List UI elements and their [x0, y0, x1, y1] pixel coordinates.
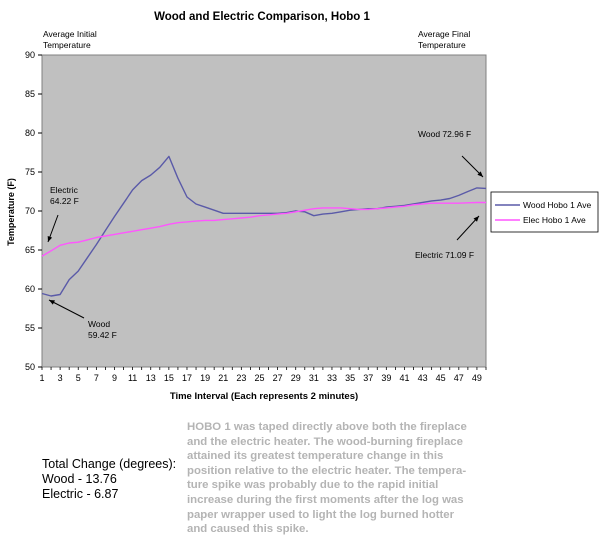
x-tick-label: 17: [182, 373, 192, 383]
x-axis: 1 3 5 7 9 11 13 15 17 19 21 23 25 27 29 31 33 35 37 39 41 43 4…: [39, 367, 487, 383]
annotation-electric-initial: Electric 64.22 F: [50, 185, 79, 206]
x-tick-label: 27: [273, 373, 283, 383]
x-tick-label: 13: [146, 373, 156, 383]
annotation-average-initial: Average Initial Temperature: [43, 29, 97, 50]
y-axis: 50 55 60 65 70 75 80 85 90: [25, 50, 42, 372]
annotation-electric-final: Electric 71.09 F: [415, 250, 474, 260]
x-axis-label: Time Interval (Each represents 2 minutes…: [170, 391, 358, 402]
note-line: ture spike was probably due to the rapid…: [187, 479, 439, 492]
series-line-wood: [41, 155, 487, 297]
x-tick-label: 11: [128, 373, 137, 383]
x-tick-label: 29: [291, 373, 301, 383]
x-tick-label: 23: [236, 373, 246, 383]
x-tick-label: 21: [218, 373, 228, 383]
series-line-electric: [41, 201, 486, 257]
series-layer: [41, 155, 487, 297]
note-line: increase during the first moments after …: [187, 493, 464, 506]
x-tick-label: 9: [112, 373, 117, 383]
note-line: position relative to the electric heater…: [187, 464, 467, 477]
total-change-title: Total Change (degrees):: [42, 457, 177, 471]
x-tick-label: 31: [309, 373, 319, 383]
x-tick-label: 25: [254, 373, 264, 383]
arrow-wood-final-head: [477, 171, 483, 177]
arrow-electric-final-head: [473, 216, 479, 222]
x-tick-label: 43: [418, 373, 428, 383]
y-tick-label: 70: [25, 206, 35, 216]
y-tick-label: 60: [25, 284, 35, 294]
annotation-average-final: Average Final Temperature: [418, 29, 470, 50]
legend-box: [490, 191, 599, 233]
note-line: paper wrapper used to light the log burn…: [187, 508, 455, 521]
x-tick-label: 33: [327, 373, 337, 383]
legend: Wood Hobo 1 Ave Elec Hobo 1 Ave: [490, 191, 599, 233]
x-tick-label: 7: [94, 373, 99, 383]
x-tick-label: 47: [454, 373, 464, 383]
y-tick-label: 65: [25, 245, 35, 255]
y-tick-label: 90: [25, 50, 35, 60]
description-note: HOBO 1 was taped directly above both the…: [187, 420, 577, 537]
legend-label: Elec Hobo 1 Ave: [523, 215, 586, 225]
x-tick-label: 3: [58, 373, 63, 383]
x-tick-label: 5: [76, 373, 81, 383]
x-tick-label: 35: [345, 373, 355, 383]
note-line: and the electric heater. The wood-burnin…: [187, 435, 463, 448]
y-tick-label: 80: [25, 128, 35, 138]
total-change-electric: Electric - 6.87: [42, 487, 119, 501]
total-change-summary: Total Change (degrees): Wood - 13.76 Ele…: [42, 457, 176, 502]
annotation-wood-final: Wood 72.96 F: [418, 129, 471, 139]
chart: Wood and Electric Comparison, Hobo 1 505…: [6, 11, 599, 402]
x-tick-label: 45: [436, 373, 446, 383]
x-tick-label: 19: [200, 373, 210, 383]
x-tick-label: 49: [472, 373, 482, 383]
annotation-wood-initial: Wood 59.42 F: [88, 319, 117, 340]
y-tick-label: 85: [25, 89, 35, 99]
note-line: and caused this spike.: [187, 523, 309, 536]
y-tick-label: 75: [25, 167, 35, 177]
plot-area: [41, 54, 487, 368]
x-tick-label: 37: [363, 373, 373, 383]
note-line: attained its greatest temperature change…: [187, 450, 444, 463]
note-line: HOBO 1 was taped directly above both the…: [187, 421, 467, 433]
chart-title: Wood and Electric Comparison, Hobo 1: [154, 11, 370, 23]
y-tick-label: 55: [25, 323, 35, 333]
arrow-electric-initial-head: [47, 236, 53, 242]
x-tick-label: 15: [164, 373, 174, 383]
annotations: Average Initial Temperature Average Final T…: [43, 29, 484, 340]
x-tick-label: 1: [39, 373, 44, 383]
total-change-wood: Wood - 13.76: [42, 472, 117, 486]
y-tick-label: 50: [25, 362, 35, 372]
x-tick-label: 41: [399, 373, 409, 383]
arrow-wood-initial: [48, 299, 85, 319]
arrow-wood-initial-head: [49, 300, 55, 305]
y-axis-label: Temperature (F): [6, 178, 16, 246]
x-tick-label: 39: [381, 373, 391, 383]
legend-label: Wood Hobo 1 Ave: [523, 200, 591, 210]
